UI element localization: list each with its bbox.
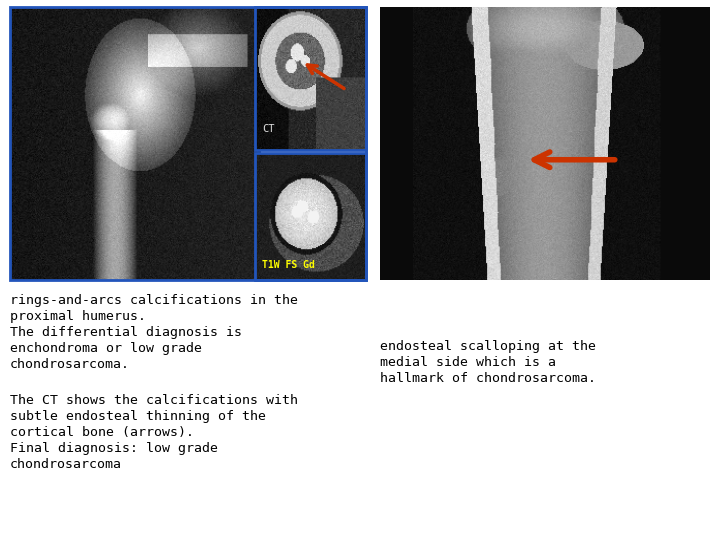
- Bar: [10, 7, 366, 280]
- Text: endosteal scalloping at the
medial side which is a
hallmark of chondrosarcoma.: endosteal scalloping at the medial side …: [380, 340, 596, 385]
- Text: CT: CT: [262, 124, 274, 134]
- Bar: [255, 7, 366, 150]
- Text: T1W FS Gd: T1W FS Gd: [262, 260, 315, 270]
- Text: rings-and-arcs calcifications in the
proximal humerus.
The differential diagnosi: rings-and-arcs calcifications in the pro…: [10, 294, 298, 372]
- Text: The CT shows the calcifications with
subtle endosteal thinning of the
cortical b: The CT shows the calcifications with sub…: [10, 394, 298, 471]
- Bar: [255, 153, 366, 280]
